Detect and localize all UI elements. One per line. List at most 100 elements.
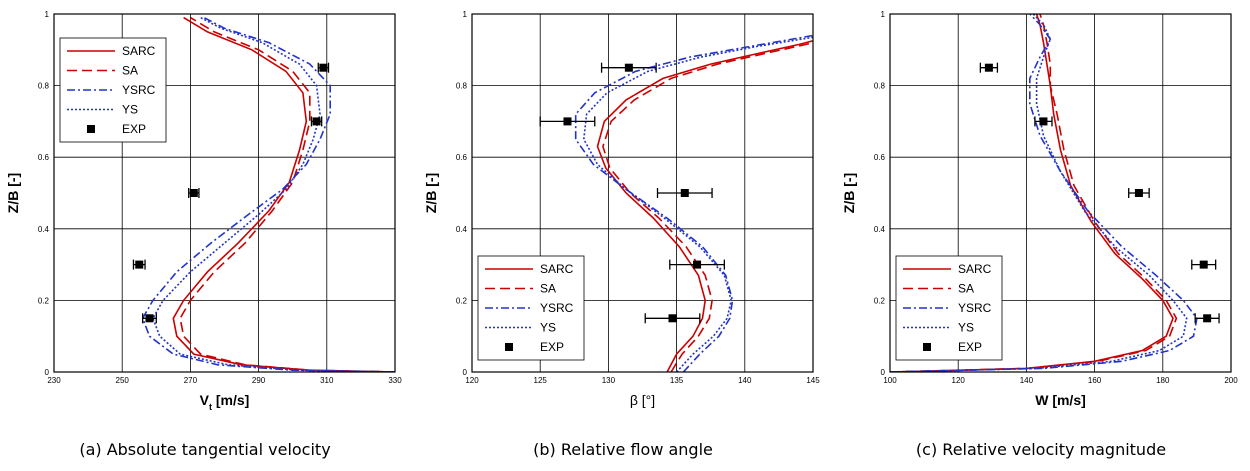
- legend-label: SARC: [540, 262, 574, 276]
- exp-point: [539, 116, 596, 127]
- exp-marker: [189, 189, 198, 197]
- legend-label: SA: [540, 282, 556, 296]
- legend-label: SARC: [958, 262, 992, 276]
- series-line-sa: [602, 41, 813, 372]
- exp-marker: [693, 260, 702, 269]
- x-tick-label: 230: [47, 376, 61, 385]
- x-tick-label: 135: [670, 376, 684, 385]
- x-tick-label: 290: [252, 376, 266, 385]
- exp-point: [1034, 116, 1053, 127]
- legend-label: YS: [122, 103, 138, 117]
- y-tick-label: 0.2: [456, 296, 468, 305]
- x-tick-label: 120: [465, 376, 479, 385]
- series-line-ys: [152, 16, 395, 372]
- y-tick-label: 0.4: [38, 225, 50, 234]
- x-tick-label: 270: [184, 376, 198, 385]
- exp-marker: [145, 314, 154, 323]
- y-tick-label: 0.8: [38, 82, 50, 91]
- y-tick-label: 0.8: [456, 82, 468, 91]
- y-tick-label: 0.6: [874, 153, 886, 162]
- legend-swatch-exp: [923, 343, 931, 351]
- x-tick-label: 100: [883, 376, 897, 385]
- y-tick-label: 0: [45, 368, 50, 377]
- x-tick-label: 120: [952, 376, 966, 385]
- x-tick-label: 250: [116, 376, 130, 385]
- exp-point: [310, 116, 323, 127]
- legend-swatch-exp: [87, 125, 95, 133]
- y-tick-label: 1: [463, 10, 468, 19]
- caption-c: (c) Relative velocity magnitude: [915, 440, 1167, 459]
- x-tick-label: 130: [602, 376, 616, 385]
- series-line-sarc: [596, 40, 813, 372]
- legend-label: YS: [958, 321, 974, 335]
- y-axis-label: Z/B [-]: [423, 173, 439, 213]
- legend-label: YSRC: [540, 301, 574, 315]
- chart-panel-b: 120 125 130 135 140 145 0 0.2 0.4 0.6 0.8 1 β [°] Z/B…: [418, 0, 828, 471]
- x-tick-label: 125: [534, 376, 548, 385]
- chart-panel-c: 100 120 140 160 180 200 0 0.2 0.4 0.6 0.8 1 W [m/s] Z…: [836, 0, 1246, 471]
- x-tick-label: 140: [738, 376, 752, 385]
- plot-frame: [471, 13, 814, 373]
- exp-point: [669, 259, 725, 270]
- legend-box: [59, 37, 167, 143]
- legend-box: [895, 255, 1003, 361]
- x-tick-label: 145: [806, 376, 820, 385]
- exp-point: [656, 188, 713, 198]
- exp-marker: [984, 63, 993, 72]
- legend-label: SA: [958, 282, 974, 296]
- exp-point: [317, 62, 330, 73]
- exp-point: [1191, 259, 1217, 270]
- series-line-sa: [179, 16, 395, 372]
- exp-point: [1128, 188, 1150, 198]
- y-tick-label: 0: [463, 368, 468, 377]
- exp-point: [600, 62, 657, 73]
- x-tick-label: 140: [1020, 376, 1034, 385]
- series-line-ysrc: [890, 14, 1198, 372]
- y-tick-label: 0.4: [874, 225, 886, 234]
- x-tick-label: 180: [1156, 376, 1170, 385]
- y-tick-label: 0.4: [456, 225, 468, 234]
- exp-marker: [319, 63, 328, 72]
- legend: SARC SA YSRC YS EXP: [59, 37, 167, 143]
- exp-marker: [1134, 189, 1143, 197]
- legend-box: [477, 255, 585, 361]
- caption-a: (a) Absolute tangential velocity: [79, 440, 331, 459]
- chart-b: 120 125 130 135 140 145 0 0.2 0.4 0.6 0.8 1 β [°] Z/B…: [423, 10, 820, 408]
- legend-label: SARC: [122, 44, 156, 58]
- legend-label: SA: [122, 64, 138, 78]
- exp-marker: [680, 189, 689, 197]
- plot-frame: [889, 13, 1232, 373]
- exp-point: [142, 313, 157, 324]
- exp-marker: [1199, 260, 1208, 269]
- exp-point: [1194, 313, 1220, 324]
- series-line-ysrc: [141, 16, 395, 372]
- legend: SARC SA YSRC YS EXP: [895, 255, 1003, 361]
- exp-point: [644, 313, 701, 324]
- exp-marker: [624, 63, 633, 72]
- legend-label: EXP: [122, 122, 146, 136]
- exp-marker: [135, 260, 144, 269]
- chart-a: 230 250 270 290 310 330 0 0.2 0.4 0.6 0.8 1 Vt [m/s]…: [5, 10, 402, 412]
- plot-frame: [53, 13, 396, 373]
- series-line-sarc: [172, 16, 395, 372]
- x-tick-label: 160: [1088, 376, 1102, 385]
- y-tick-label: 0.2: [38, 296, 50, 305]
- chart-panel-a: 230 250 270 290 310 330 0 0.2 0.4 0.6 0.8 1 Vt [m/s]…: [0, 0, 410, 471]
- x-tick-label: 310: [320, 376, 334, 385]
- x-axis-label: Vt [m/s]: [200, 392, 250, 412]
- y-tick-label: 0.2: [874, 296, 886, 305]
- series-line-ys: [582, 36, 813, 372]
- legend: SARC SA YSRC YS EXP: [477, 255, 585, 361]
- y-axis-label: Z/B [-]: [841, 173, 857, 213]
- legend-label: YSRC: [122, 83, 156, 97]
- x-axis-label: β [°]: [630, 392, 655, 408]
- legend-label: EXP: [540, 340, 564, 354]
- y-tick-label: 0.6: [456, 153, 468, 162]
- x-axis-label: W [m/s]: [1035, 392, 1086, 408]
- series-line-sa: [890, 14, 1178, 372]
- y-axis-label: Z/B [-]: [5, 173, 21, 213]
- exp-marker: [1039, 117, 1048, 126]
- y-tick-label: 0.6: [38, 153, 50, 162]
- exp-point: [188, 188, 200, 198]
- exp-point: [979, 62, 999, 73]
